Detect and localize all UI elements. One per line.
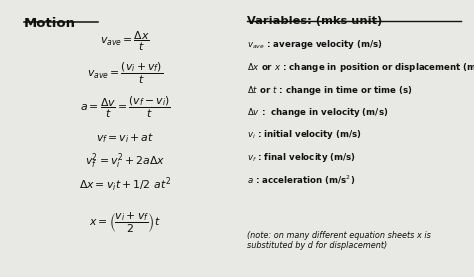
Text: $v_f$ : final velocity (m/s): $v_f$ : final velocity (m/s) <box>247 150 356 163</box>
Text: $a$ : acceleration (m/s$^2$): $a$ : acceleration (m/s$^2$) <box>247 173 355 187</box>
Text: $v_f = v_i + at$: $v_f = v_i + at$ <box>96 132 154 145</box>
Text: $\Delta t$ or $t$ : change in time or time (s): $\Delta t$ or $t$ : change in time or ti… <box>247 84 413 97</box>
Text: Variables: (mks unit): Variables: (mks unit) <box>247 16 383 26</box>
Text: $\Delta v$ :  change in velocity (m/s): $\Delta v$ : change in velocity (m/s) <box>247 106 388 119</box>
Text: $v_f^2 = v_i^2 + 2a\Delta x$: $v_f^2 = v_i^2 + 2a\Delta x$ <box>85 152 165 171</box>
Text: $v_{ave} = \dfrac{\Delta x}{t}$: $v_{ave} = \dfrac{\Delta x}{t}$ <box>100 29 150 53</box>
Text: Motion: Motion <box>24 17 76 30</box>
Text: (note: on many different equation sheets x is
substituted by d for displacement): (note: on many different equation sheets… <box>247 231 431 250</box>
Text: $\Delta x = v_i t + 1/2\ at^2$: $\Delta x = v_i t + 1/2\ at^2$ <box>79 176 171 194</box>
Text: $v_{ave} = \dfrac{(v_i + v_f)}{t}$: $v_{ave} = \dfrac{(v_i + v_f)}{t}$ <box>87 60 163 86</box>
Text: $a = \dfrac{\Delta v}{t} = \dfrac{(v_f - v_i)}{t}$: $a = \dfrac{\Delta v}{t} = \dfrac{(v_f -… <box>80 95 171 120</box>
Text: $v_i$ : initial velocity (m/s): $v_i$ : initial velocity (m/s) <box>247 128 362 141</box>
Text: $v_{ave}$ : average velocity (m/s): $v_{ave}$ : average velocity (m/s) <box>247 38 383 51</box>
Text: $x = \left(\dfrac{v_i + v_f}{2}\right)t$: $x = \left(\dfrac{v_i + v_f}{2}\right)t$ <box>89 211 161 235</box>
Text: $\Delta x$ or $x$ : change in position or displacement (m): $\Delta x$ or $x$ : change in position o… <box>247 61 474 74</box>
